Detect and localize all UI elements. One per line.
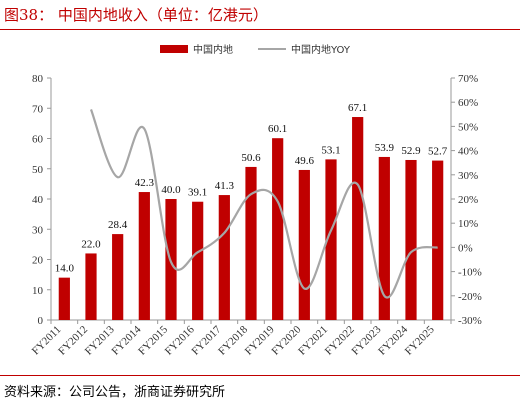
bar-value-label: 49.6 [295, 155, 315, 167]
bar-value-label: 39.1 [188, 187, 207, 199]
bar-value-label: 41.3 [215, 180, 235, 192]
source-divider [0, 375, 520, 376]
y-tick-label-left: 70 [32, 103, 44, 115]
y-tick-label-right: 50% [458, 121, 478, 133]
bar [378, 156, 390, 320]
y-tick-label-right: 40% [458, 146, 478, 158]
y-tick-label-left: 30 [32, 224, 44, 236]
y-tick-label-right: 10% [458, 218, 478, 230]
y-tick-label-right: -20% [458, 291, 482, 303]
y-tick-label-left: 40 [32, 194, 44, 206]
yoy-line-path [89, 109, 438, 299]
bar-value-label: 28.4 [108, 219, 128, 231]
bar-value-label: 52.7 [428, 146, 448, 158]
y-tick-label-left: 0 [38, 315, 44, 327]
y-tick-label-left: 60 [32, 134, 44, 146]
bar [298, 169, 310, 320]
bar [245, 166, 257, 320]
bar [405, 159, 417, 320]
bar-value-label: 53.1 [321, 144, 340, 156]
legend-swatch-bar [160, 45, 188, 53]
y-tick-label-right: -30% [458, 315, 482, 327]
y-tick-label-right: -10% [458, 267, 482, 279]
y-tick-label-right: 70% [458, 73, 478, 85]
y-tick-label-left: 20 [32, 255, 44, 267]
bar-value-label: 52.9 [401, 145, 421, 157]
bar [138, 192, 150, 320]
bar-value-label: 22.0 [81, 238, 101, 250]
bar [85, 253, 97, 320]
title-divider [0, 29, 520, 30]
bars [58, 117, 444, 321]
bar [58, 277, 70, 320]
bar [218, 195, 230, 320]
data-labels: 14.0 22.0 28.4 42.3 40.0 39.1 41.3 50.6 60.1 49.6… [55, 102, 448, 275]
revenue-chart: 中国内地 中国内地YOY 0 10 20 30 40 50 60 70 80 -30% -20% -1… [30, 43, 482, 358]
y-tick-label-right: 30% [458, 170, 478, 182]
bar-value-label: 53.9 [375, 142, 395, 154]
bar [325, 159, 337, 320]
legend-label-line: 中国内地YOY [291, 43, 351, 56]
y-tick-label-left: 50 [32, 164, 44, 176]
bar [112, 234, 124, 320]
y-tick-label-left: 80 [32, 73, 44, 85]
bar-value-label: 40.0 [161, 184, 181, 196]
bar [192, 201, 204, 320]
bar [272, 138, 284, 320]
bar-value-label: 67.1 [348, 102, 367, 114]
x-tick-label: FY2025 [403, 323, 437, 357]
y-tick-label-right: 20% [458, 194, 478, 206]
figure-title: 图38： 中国内地收入（单位：亿港元） [4, 6, 268, 24]
bar [352, 117, 364, 321]
y-tick-label-right: 60% [458, 97, 478, 109]
title-bar: 图38： 中国内地收入（单位：亿港元） [0, 0, 520, 30]
legend: 中国内地 中国内地YOY [160, 43, 351, 56]
legend-label-bar: 中国内地 [193, 43, 233, 56]
y-tick-label-right: 0% [458, 242, 473, 254]
bar-value-label: 14.0 [55, 263, 75, 275]
yoy-line [89, 109, 438, 299]
bar-value-label: 50.6 [241, 152, 261, 164]
bar [432, 160, 444, 320]
source-note: 资料来源：公司公告，浙商证券研究所 [4, 385, 226, 400]
y-tick-label-left: 10 [32, 285, 44, 297]
bar-value-label: 42.3 [135, 177, 155, 189]
bar-value-label: 60.1 [268, 123, 287, 135]
